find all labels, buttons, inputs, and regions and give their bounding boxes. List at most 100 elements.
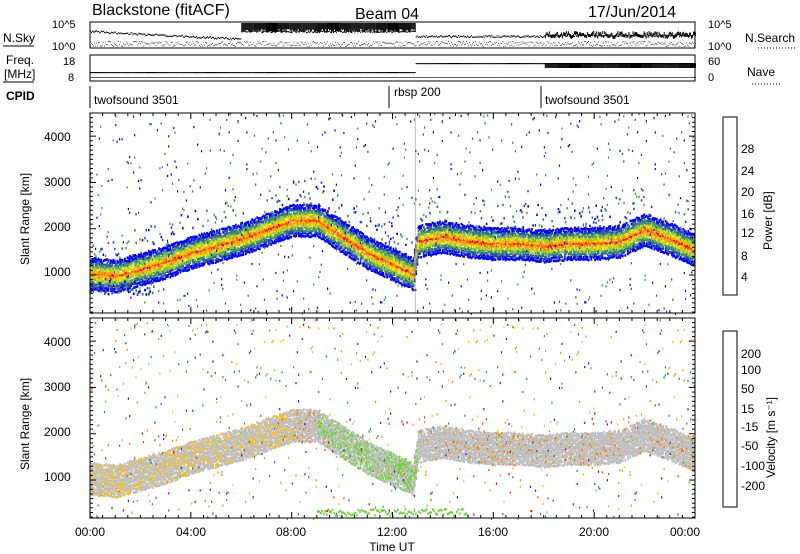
nsearch-point (685, 46, 686, 47)
freq-point (209, 72, 210, 73)
nsky-block (651, 32, 652, 35)
nsky-point (679, 36, 680, 37)
freq-point (463, 63, 464, 64)
nave-point (99, 77, 100, 78)
freq-block (637, 63, 638, 68)
nsky-point (216, 38, 217, 39)
freq-point (346, 72, 347, 73)
nsearch-point (503, 46, 504, 47)
nave-point (575, 77, 576, 78)
nsearch-point (136, 42, 137, 43)
nsky-point (511, 35, 512, 36)
nave-point (540, 77, 541, 78)
nave-point (395, 77, 396, 78)
nave-point (267, 77, 268, 78)
nsearch-point (634, 41, 635, 42)
power-speck (211, 228, 212, 230)
nsearch-point (604, 45, 605, 46)
nsky-point (458, 35, 459, 36)
nave-point (326, 77, 327, 78)
nsearch-point (357, 43, 358, 44)
nsearch-point (505, 45, 506, 46)
nsky-point (183, 36, 184, 37)
nave-point (634, 77, 635, 78)
nsearch-point (175, 45, 176, 46)
nsky-block (674, 36, 675, 39)
nsearch-point (214, 45, 215, 46)
nsearch-point (539, 45, 540, 46)
nave-point (635, 77, 636, 78)
nave-point (517, 77, 518, 78)
freq-block (627, 63, 628, 68)
nave-point (568, 77, 569, 78)
nave-point (459, 77, 460, 78)
nsearch-point (615, 46, 616, 47)
nsky-point (373, 31, 374, 32)
nsearch-point (129, 44, 130, 45)
power-speck (105, 278, 106, 280)
nave-point (645, 77, 646, 78)
nave-point (503, 77, 504, 78)
nave-point (502, 77, 503, 78)
nsearch-point (183, 45, 184, 46)
freq-point (250, 72, 251, 73)
nsearch-point (429, 43, 430, 44)
power-speck (268, 138, 269, 140)
nsearch-point (158, 44, 159, 45)
nsearch-point (617, 42, 618, 43)
nsearch-point (370, 45, 371, 46)
freq-point (445, 63, 446, 64)
nsearch-point (427, 44, 428, 45)
nave-point (680, 77, 681, 78)
nsky-point (595, 36, 596, 37)
nave-point (228, 77, 229, 78)
freq-block (602, 63, 603, 68)
freq-point (290, 72, 291, 73)
nsky-point (432, 35, 433, 36)
nave-point (318, 77, 319, 78)
nsky-point (464, 36, 465, 37)
nave-point (442, 77, 443, 78)
nsearch-point (219, 43, 220, 44)
nsearch-point (550, 46, 551, 47)
nsky-block (259, 23, 260, 30)
freq-point (142, 72, 143, 73)
nave-point (136, 77, 137, 78)
nave-point (430, 77, 431, 78)
nsearch-point (155, 42, 156, 43)
nsearch-point (477, 45, 478, 46)
nsky-point (519, 36, 520, 37)
power-speck (139, 287, 140, 289)
nsearch-point (365, 44, 366, 45)
freq-point (264, 72, 265, 73)
freq-point (255, 72, 256, 73)
nsearch-point (441, 41, 442, 42)
nsky-block (548, 34, 549, 37)
freq-point (328, 72, 329, 73)
nave-point (592, 77, 593, 78)
nave-point (248, 77, 249, 78)
freq-point (412, 72, 413, 73)
nave-point (202, 77, 203, 78)
nave-point (539, 77, 540, 78)
nsky-block (330, 23, 331, 30)
nsearch-point (242, 44, 243, 45)
nsky-point (450, 36, 451, 37)
nsearch-point (516, 42, 517, 43)
nsearch-point (493, 44, 494, 45)
nave-point (611, 77, 612, 78)
nsearch-point (488, 42, 489, 43)
nave-point (665, 77, 666, 78)
freq-block (585, 63, 586, 68)
freq-point (325, 72, 326, 73)
freq-point (394, 72, 395, 73)
freq-block (646, 63, 647, 68)
nave-point (313, 77, 314, 78)
nave-point (220, 77, 221, 78)
nave-point (180, 77, 181, 78)
power-cell (269, 190, 271, 192)
nave-point (465, 77, 466, 78)
nsky-point (414, 31, 415, 32)
nsky-block (252, 23, 253, 30)
nave-point (162, 77, 163, 78)
